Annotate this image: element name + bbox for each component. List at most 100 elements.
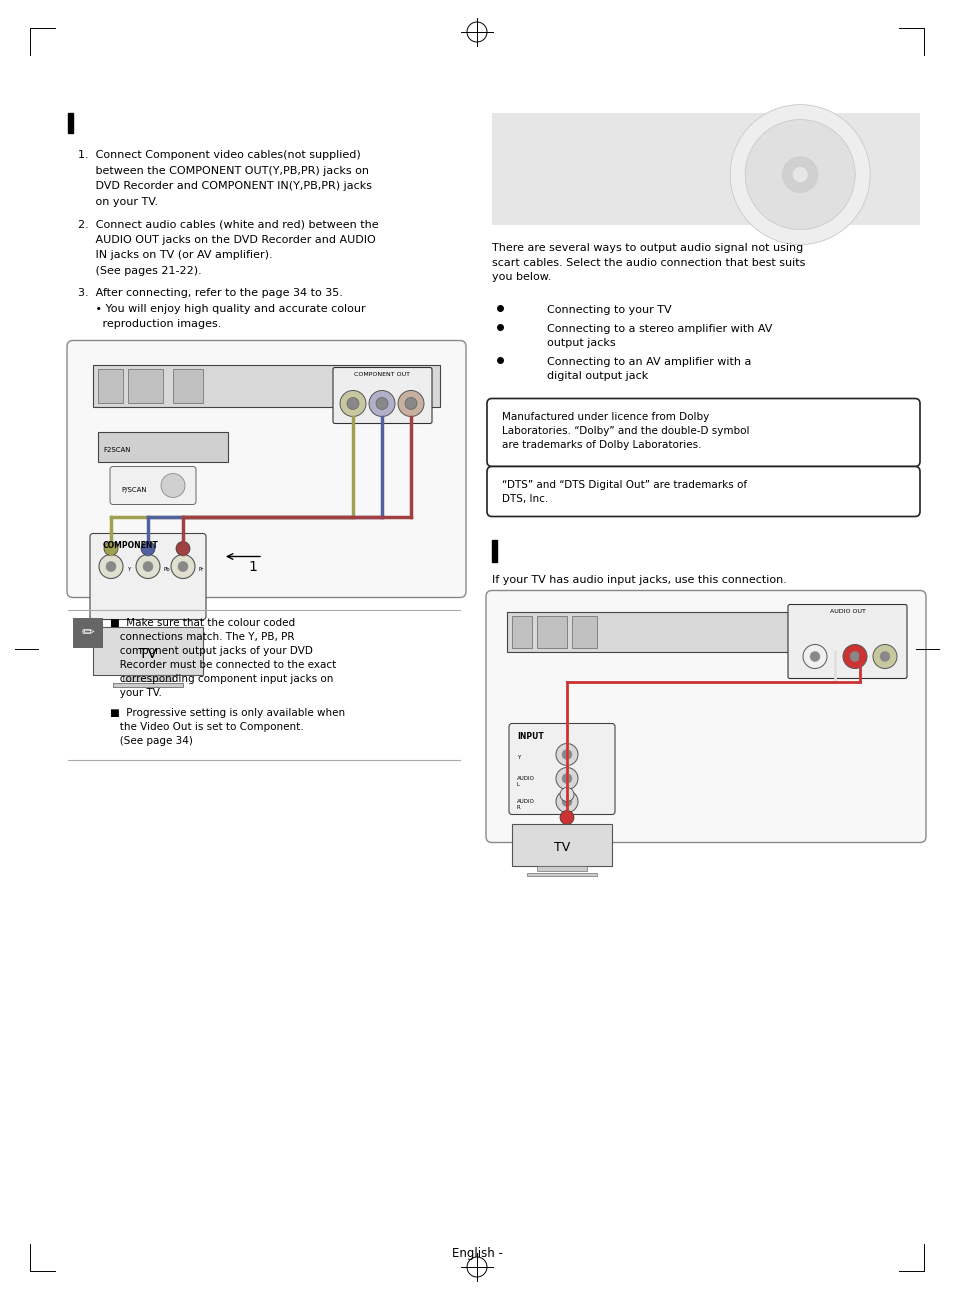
Text: Manufactured under licence from Dolby: Manufactured under licence from Dolby [501,412,708,421]
FancyBboxPatch shape [485,591,925,843]
Text: • You will enjoy high quality and accurate colour: • You will enjoy high quality and accura… [78,304,365,313]
Text: between the COMPONENT OUT(Y,PB,PR) jacks on: between the COMPONENT OUT(Y,PB,PR) jacks… [78,165,369,175]
Text: Y: Y [517,755,519,760]
Text: COMPONENT: COMPONENT [103,540,158,549]
Text: TV: TV [554,840,570,853]
Circle shape [143,561,152,572]
FancyBboxPatch shape [486,399,919,466]
Circle shape [561,773,572,783]
Text: ■  Progressive setting is only available when: ■ Progressive setting is only available … [110,708,345,717]
Circle shape [872,644,896,669]
Circle shape [781,157,818,192]
Text: output jacks: output jacks [546,338,615,348]
Bar [537,616,566,647]
Text: connections match. The Y, PB, PR: connections match. The Y, PB, PR [110,631,294,642]
Circle shape [802,644,826,669]
Circle shape [830,627,838,635]
Circle shape [339,391,366,417]
Text: digital output jack: digital output jack [546,370,648,381]
Text: you below.: you below. [492,271,551,282]
Bar [492,539,497,561]
Text: 1.  Connect Component video cables(not supplied): 1. Connect Component video cables(not su… [78,149,360,160]
Text: Connecting to an AV amplifier with a: Connecting to an AV amplifier with a [546,356,751,366]
Bar [128,369,163,403]
FancyBboxPatch shape [787,604,906,678]
Circle shape [178,561,188,572]
Circle shape [744,120,854,230]
Bar [92,626,203,674]
Text: DTS, Inc.: DTS, Inc. [501,494,548,504]
Circle shape [136,555,160,578]
Text: reproduction images.: reproduction images. [78,320,221,329]
Bar [92,365,439,407]
Circle shape [824,621,844,642]
Circle shape [369,391,395,417]
Bar [572,616,597,647]
Bar [73,617,103,647]
Text: ✏: ✏ [82,625,94,640]
Circle shape [175,542,190,556]
Circle shape [375,397,388,409]
Text: the Video Out is set to Component.: the Video Out is set to Component. [110,721,303,731]
Bar [506,612,904,652]
Text: scart cables. Select the audio connection that best suits: scart cables. Select the audio connectio… [492,257,804,268]
Text: component output jacks of your DVD: component output jacks of your DVD [110,646,313,656]
Circle shape [397,391,423,417]
Text: There are several ways to output audio signal not using: There are several ways to output audio s… [492,243,802,253]
Circle shape [556,768,578,790]
Bar [68,113,73,132]
Bar [512,616,532,647]
Text: F2SCAN: F2SCAN [103,447,131,452]
Circle shape [809,652,820,661]
Text: ■  Make sure that the colour coded: ■ Make sure that the colour coded [110,617,294,627]
Circle shape [141,542,154,556]
Bar [526,873,597,876]
Text: COMPONENT OUT: COMPONENT OUT [355,372,410,377]
Text: Connecting to your TV: Connecting to your TV [546,304,671,314]
Circle shape [405,397,416,409]
Circle shape [855,627,863,635]
Text: (See page 34): (See page 34) [110,735,193,746]
FancyBboxPatch shape [110,466,195,504]
Text: on your TV.: on your TV. [78,196,158,207]
Circle shape [161,474,185,498]
Bar [98,431,228,461]
Text: your TV.: your TV. [110,687,162,698]
Circle shape [171,555,194,578]
Text: (See pages 21-22).: (See pages 21-22). [78,265,201,275]
Text: Laboratories. “Dolby” and the double-D symbol: Laboratories. “Dolby” and the double-D s… [501,426,749,435]
Circle shape [106,561,116,572]
Text: If your TV has audio input jacks, use this connection.: If your TV has audio input jacks, use th… [492,574,786,585]
FancyBboxPatch shape [509,724,615,814]
Text: IN jacks on TV (or AV amplifier).: IN jacks on TV (or AV amplifier). [78,249,273,260]
Text: 2.  Connect audio cables (white and red) between the: 2. Connect audio cables (white and red) … [78,220,378,229]
Text: English -: English - [451,1247,502,1260]
Text: P/SCAN: P/SCAN [121,487,147,492]
Circle shape [842,644,866,669]
Circle shape [561,750,572,760]
Text: are trademarks of Dolby Laboratories.: are trademarks of Dolby Laboratories. [501,439,700,449]
Text: Connecting to a stereo amplifier with AV: Connecting to a stereo amplifier with AV [546,323,772,334]
Bar [112,682,183,686]
Circle shape [99,555,123,578]
Circle shape [559,811,574,825]
Text: 1: 1 [249,560,257,573]
Circle shape [729,105,869,244]
Text: Recorder must be connected to the exact: Recorder must be connected to the exact [110,660,335,669]
Circle shape [556,791,578,812]
FancyBboxPatch shape [90,534,206,620]
Bar [492,113,919,225]
Text: INPUT: INPUT [517,731,543,740]
Circle shape [561,796,572,807]
FancyBboxPatch shape [333,368,432,423]
FancyBboxPatch shape [486,466,919,517]
Bar [172,369,203,403]
Text: AUDIO OUT jacks on the DVD Recorder and AUDIO: AUDIO OUT jacks on the DVD Recorder and … [78,235,375,244]
Text: Pb: Pb [164,566,171,572]
Text: Pr: Pr [199,566,204,572]
Text: 3.  After connecting, refer to the page 34 to 35.: 3. After connecting, refer to the page 3… [78,288,342,297]
Circle shape [849,652,859,661]
Text: TV: TV [139,647,157,660]
Text: Y: Y [127,566,131,572]
Text: DVD Recorder and COMPONENT IN(Y,PB,PR) jacks: DVD Recorder and COMPONENT IN(Y,PB,PR) j… [78,181,372,191]
